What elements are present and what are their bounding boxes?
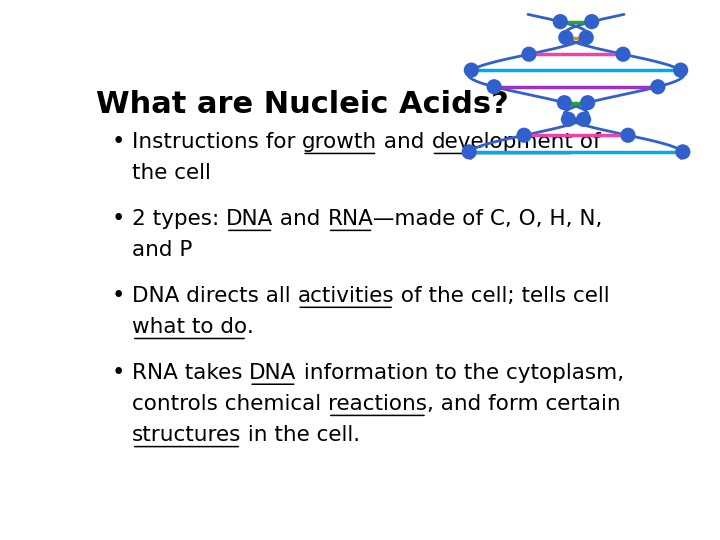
Point <box>675 66 686 75</box>
Point <box>518 131 530 139</box>
Point <box>617 50 629 58</box>
Point <box>586 17 598 26</box>
Text: and: and <box>274 209 328 229</box>
Point <box>677 147 688 156</box>
Point <box>582 98 593 107</box>
Text: •: • <box>111 207 125 230</box>
Text: and P: and P <box>132 240 192 260</box>
Text: structures: structures <box>132 425 241 445</box>
Text: of the cell; tells cell: of the cell; tells cell <box>394 286 610 306</box>
Text: 2 types:: 2 types: <box>132 209 226 229</box>
Text: DNA: DNA <box>226 209 274 229</box>
Text: growth: growth <box>302 132 377 152</box>
Text: Instructions for: Instructions for <box>132 132 302 152</box>
Point <box>559 98 570 107</box>
Point <box>578 115 590 124</box>
Text: controls chemical: controls chemical <box>132 394 328 414</box>
Text: of: of <box>573 132 601 152</box>
Text: •: • <box>111 130 125 153</box>
Text: RNA takes: RNA takes <box>132 363 249 383</box>
Text: , and form certain: , and form certain <box>427 394 621 414</box>
Point <box>652 83 664 91</box>
Point <box>562 115 574 124</box>
Text: .: . <box>247 317 254 337</box>
Text: information to the cytoplasm,: information to the cytoplasm, <box>297 363 624 383</box>
Point <box>560 33 572 42</box>
Point <box>523 50 535 58</box>
Text: the cell: the cell <box>132 163 211 183</box>
Text: What are Nucleic Acids?: What are Nucleic Acids? <box>96 90 508 119</box>
Text: —made of C, O, H, N,: —made of C, O, H, N, <box>374 209 603 229</box>
Point <box>466 66 477 75</box>
Point <box>464 147 475 156</box>
Text: activities: activities <box>297 286 394 306</box>
Text: •: • <box>111 361 125 384</box>
Text: DNA: DNA <box>249 363 297 383</box>
Text: DNA directs all: DNA directs all <box>132 286 297 306</box>
Text: reactions: reactions <box>328 394 427 414</box>
Point <box>580 33 592 42</box>
Text: RNA: RNA <box>328 209 374 229</box>
Point <box>622 131 634 139</box>
Text: in the cell.: in the cell. <box>241 425 360 445</box>
Point <box>554 17 566 26</box>
Text: and: and <box>377 132 431 152</box>
Text: what to do: what to do <box>132 317 247 337</box>
Point <box>488 83 500 91</box>
Text: •: • <box>111 284 125 307</box>
Text: development: development <box>431 132 573 152</box>
